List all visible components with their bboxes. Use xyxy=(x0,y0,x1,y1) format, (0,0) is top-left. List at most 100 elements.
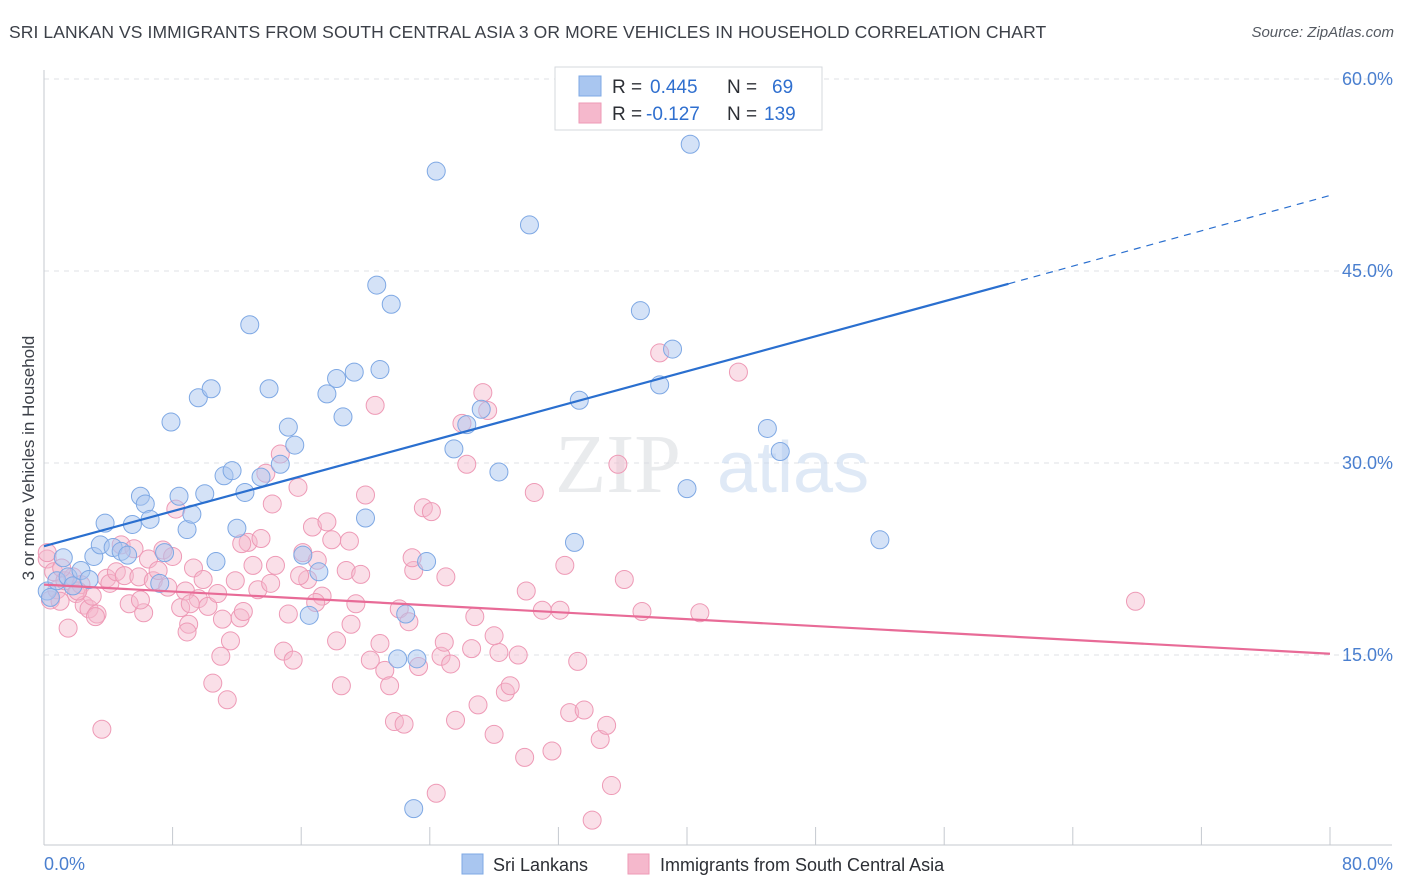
watermark-atlas: atlas xyxy=(717,428,869,508)
chart-title: SRI LANKAN VS IMMIGRANTS FROM SOUTH CENT… xyxy=(9,22,1047,42)
data-point-blue xyxy=(118,545,138,565)
data-point-pink xyxy=(278,604,298,624)
data-point-blue xyxy=(259,379,279,399)
data-point-blue xyxy=(367,275,387,295)
data-point-blue xyxy=(206,552,226,572)
data-point-pink xyxy=(58,618,78,638)
data-point-blue xyxy=(155,543,175,563)
data-point-pink xyxy=(728,362,748,382)
data-point-blue xyxy=(278,417,298,437)
data-point-blue xyxy=(370,360,390,380)
data-point-pink xyxy=(114,566,134,586)
data-point-pink xyxy=(180,594,200,614)
data-point-pink xyxy=(500,676,520,696)
data-point-blue xyxy=(471,399,491,419)
data-point-pink xyxy=(302,517,322,537)
data-point-pink xyxy=(365,395,385,415)
data-point-pink xyxy=(421,502,441,522)
data-point-pink xyxy=(426,783,446,803)
data-point-pink xyxy=(515,747,535,767)
data-point-blue xyxy=(630,301,650,321)
legend-r-value-2: -0.127 xyxy=(646,104,700,125)
data-point-pink xyxy=(690,603,710,623)
legend-r-value-1: 0.445 xyxy=(650,77,698,98)
legend-swatch-pink xyxy=(578,102,602,124)
data-point-pink xyxy=(179,614,199,634)
data-point-pink xyxy=(341,614,361,634)
data-point-pink xyxy=(217,690,237,710)
data-point-blue xyxy=(344,362,364,382)
watermark: ZIP atlas xyxy=(555,418,869,511)
data-point-pink xyxy=(370,633,390,653)
data-point-pink xyxy=(431,646,451,666)
data-point-blue xyxy=(299,605,319,625)
data-point-blue xyxy=(161,412,181,432)
data-point-blue xyxy=(327,369,347,389)
data-point-pink xyxy=(560,703,580,723)
data-point-blue xyxy=(293,545,313,565)
data-point-pink xyxy=(339,531,359,551)
data-point-blue xyxy=(388,649,408,669)
data-point-pink xyxy=(1125,591,1145,611)
data-point-pink xyxy=(524,482,544,502)
x-tick-label: 0.0% xyxy=(44,854,85,874)
data-point-pink xyxy=(130,590,150,610)
data-point-pink xyxy=(360,650,380,670)
data-point-pink xyxy=(85,607,105,627)
data-point-pink xyxy=(489,642,509,662)
data-point-pink xyxy=(322,530,342,550)
data-point-pink xyxy=(336,561,356,581)
data-point-pink xyxy=(508,645,528,665)
data-point-pink xyxy=(203,673,223,693)
data-point-blue xyxy=(444,439,464,459)
data-point-blue xyxy=(169,486,189,506)
data-point-pink xyxy=(211,646,231,666)
data-point-pink xyxy=(119,594,139,614)
data-point-pink xyxy=(568,651,588,671)
data-point-pink xyxy=(261,573,281,593)
y-tick-label: 60.0% xyxy=(1342,69,1393,89)
data-point-blue xyxy=(53,548,73,568)
legend-r-label-2: R = xyxy=(612,104,642,125)
data-point-blue xyxy=(489,462,509,482)
data-point-pink xyxy=(243,555,263,575)
data-point-blue xyxy=(426,161,446,181)
data-point-pink xyxy=(436,567,456,587)
data-point-blue xyxy=(251,467,271,487)
data-point-pink xyxy=(317,512,337,532)
bottom-legend-swatch-blue xyxy=(461,853,484,875)
legend-n-value-1: 69 xyxy=(772,77,793,98)
data-point-pink xyxy=(193,569,213,589)
data-point-pink xyxy=(582,810,602,830)
data-point-blue xyxy=(309,562,329,582)
trend-line-pink xyxy=(43,583,1331,655)
legend-n-label-1: N = xyxy=(727,77,757,98)
data-point-pink xyxy=(225,571,245,591)
data-point-blue xyxy=(240,315,260,335)
data-point-blue xyxy=(417,552,437,572)
data-point-pink xyxy=(233,601,253,621)
data-point-blue xyxy=(680,134,700,154)
data-point-pink xyxy=(212,609,232,629)
grid-lines xyxy=(44,78,1392,656)
data-point-pink xyxy=(331,676,351,696)
data-point-pink xyxy=(457,454,477,474)
data-point-pink xyxy=(251,529,271,549)
data-point-pink xyxy=(351,564,371,584)
data-point-blue xyxy=(396,604,416,624)
data-point-pink xyxy=(473,383,493,403)
trend-lines xyxy=(43,194,1331,655)
data-point-pink xyxy=(484,724,504,744)
data-point-blue xyxy=(285,435,305,455)
data-point-blue xyxy=(333,407,353,427)
y-tick-labels: 15.0% 30.0% 45.0% 60.0% xyxy=(1342,69,1393,665)
watermark-zip: ZIP xyxy=(555,418,681,511)
y-tick-label: 30.0% xyxy=(1342,453,1393,473)
x-tick-labels: 0.0% 80.0% xyxy=(44,854,1393,874)
data-point-pink xyxy=(468,695,488,715)
legend-n-label-2: N = xyxy=(727,104,757,125)
data-point-pink xyxy=(129,567,149,587)
legend-r-label-1: R = xyxy=(612,77,642,98)
data-point-pink xyxy=(465,607,485,627)
